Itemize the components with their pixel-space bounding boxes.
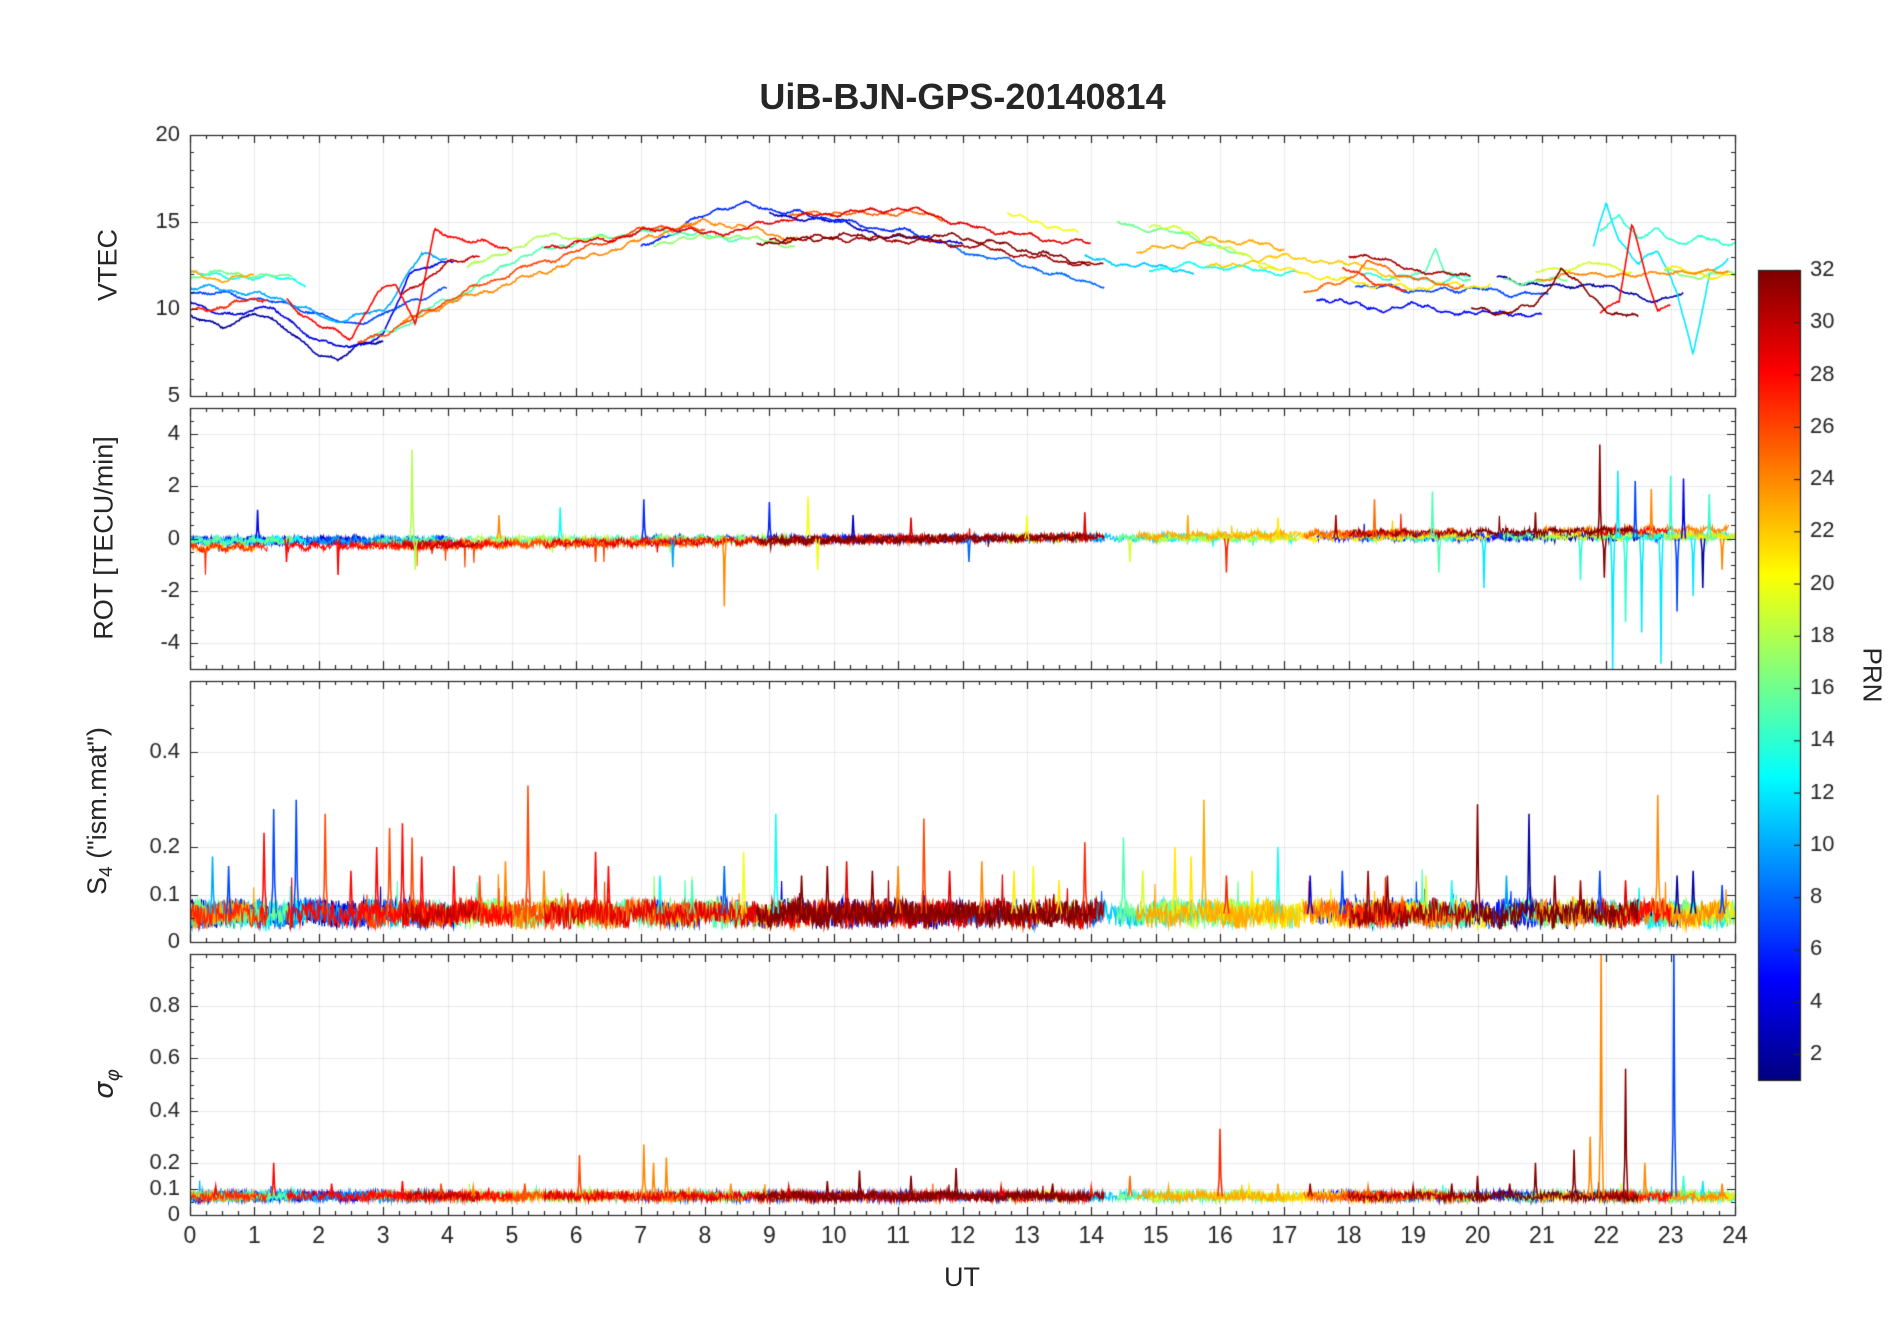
x-axis-label: UT [944, 1262, 980, 1292]
rot-axis-label: ROT [TECU/min] [88, 436, 119, 640]
vtec-axis-label: VTEC [92, 228, 123, 302]
s4-label-rest: ("ism.mat") [81, 727, 112, 867]
chart-title: UiB-BJN-GPS-20140814 [759, 76, 1166, 117]
sigma-label-main: σ [88, 1081, 120, 1099]
s4-label-sub: 4 [96, 866, 118, 877]
sigma-label-sub: φ [101, 1069, 124, 1082]
colorbar-label: PRN [1857, 647, 1888, 703]
sigma-phi-axis-label: σφ [88, 1069, 123, 1099]
s4-label-main: S [81, 876, 112, 895]
s4-axis-label: S4 ("ism.mat") [82, 727, 118, 895]
